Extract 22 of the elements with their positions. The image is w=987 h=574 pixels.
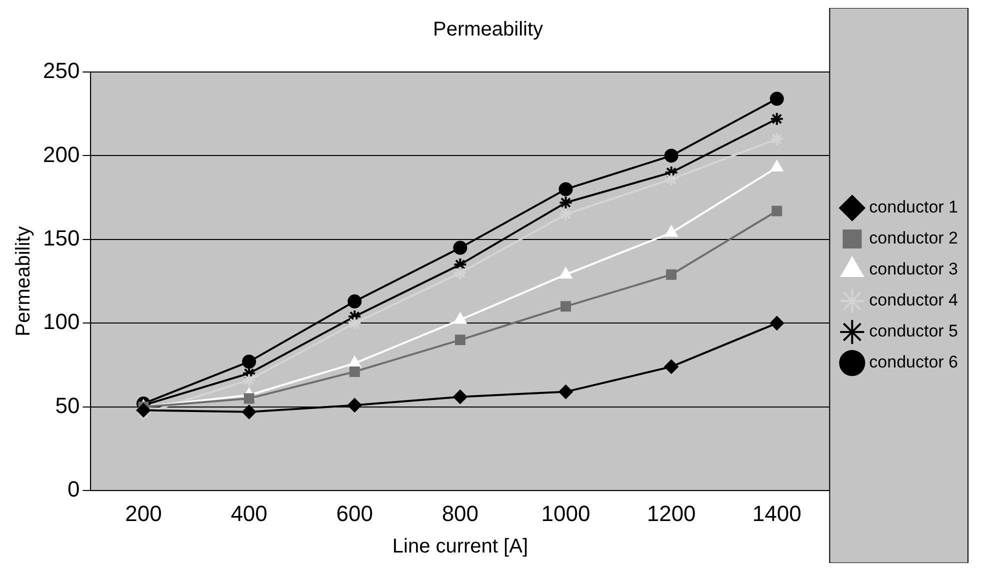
x-axis-title: Line current [A]: [392, 536, 528, 558]
x-tick-label: 200: [125, 500, 162, 526]
legend-label: conductor 2: [869, 228, 958, 248]
y-tick-label: 150: [42, 226, 80, 251]
y-tick-label: 50: [55, 392, 80, 418]
x-tick-label: 800: [442, 500, 479, 526]
x-tick-label: 1200: [646, 500, 696, 526]
y-tick-label: 0: [67, 476, 80, 502]
x-tick-label: 400: [230, 500, 268, 526]
y-tick-label: 200: [42, 142, 80, 167]
y-axis-title: Permeability: [12, 226, 35, 336]
y-tick-label: 250: [42, 58, 80, 84]
legend-label: conductor 4: [869, 290, 958, 310]
chart-title: Permeability: [432, 18, 544, 41]
x-tick-label: 600: [336, 500, 373, 526]
legend-label: conductor 3: [869, 260, 958, 279]
legend-label: conductor 1: [869, 198, 958, 217]
legend-label: conductor 6: [869, 352, 958, 372]
x-tick-label: 1400: [752, 500, 802, 526]
x-tick-label: 1000: [541, 500, 590, 526]
y-tick-label: 100: [42, 309, 80, 334]
legend-label: conductor 5: [869, 322, 958, 341]
